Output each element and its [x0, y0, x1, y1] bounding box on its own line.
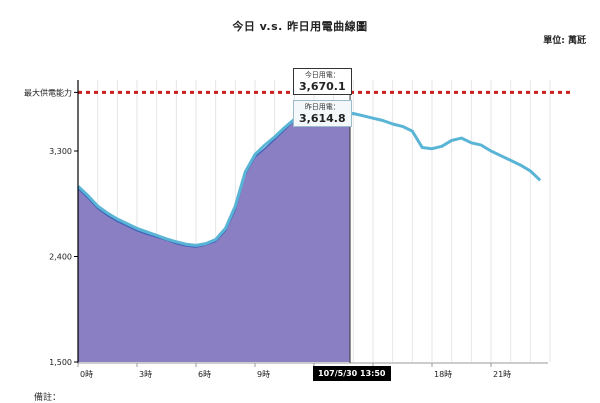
x-axis-ticks: 0時 3時 6時 9時 18時 21時 [77, 363, 511, 379]
today-tooltip-label: 今日用電： [304, 71, 340, 79]
today-usage-area [78, 107, 350, 362]
chart-title: 今日 v.s. 昨日用電曲線圖 [232, 20, 368, 33]
crosshair-time-label: 107/5/30 13:50 [313, 366, 391, 381]
yesterday-tooltip-label: 昨日用電： [304, 103, 340, 111]
yesterday-tooltip: 昨日用電： 3,614.8 [293, 100, 352, 127]
max-supply-label: 最大供電能力 [24, 87, 72, 97]
yesterday-tooltip-value: 3,614.8 [299, 112, 346, 125]
svg-text:18時: 18時 [434, 370, 452, 379]
y-axis-ticks: 1,500 2,400 3,300 [49, 91, 78, 367]
today-tooltip: 今日用電： 3,670.1 [293, 68, 352, 95]
note-label: 備註： [34, 393, 62, 403]
svg-text:9時: 9時 [257, 370, 270, 379]
unit-label: 單位: 萬瓩 [543, 36, 586, 46]
svg-text:3,300: 3,300 [49, 147, 72, 156]
svg-text:3時: 3時 [139, 370, 152, 379]
svg-text:2,400: 2,400 [49, 253, 72, 262]
svg-text:1,500: 1,500 [49, 358, 72, 367]
today-tooltip-value: 3,670.1 [299, 80, 346, 93]
svg-text:6時: 6時 [198, 370, 211, 379]
svg-text:21時: 21時 [493, 370, 511, 379]
svg-text:0時: 0時 [80, 370, 93, 379]
